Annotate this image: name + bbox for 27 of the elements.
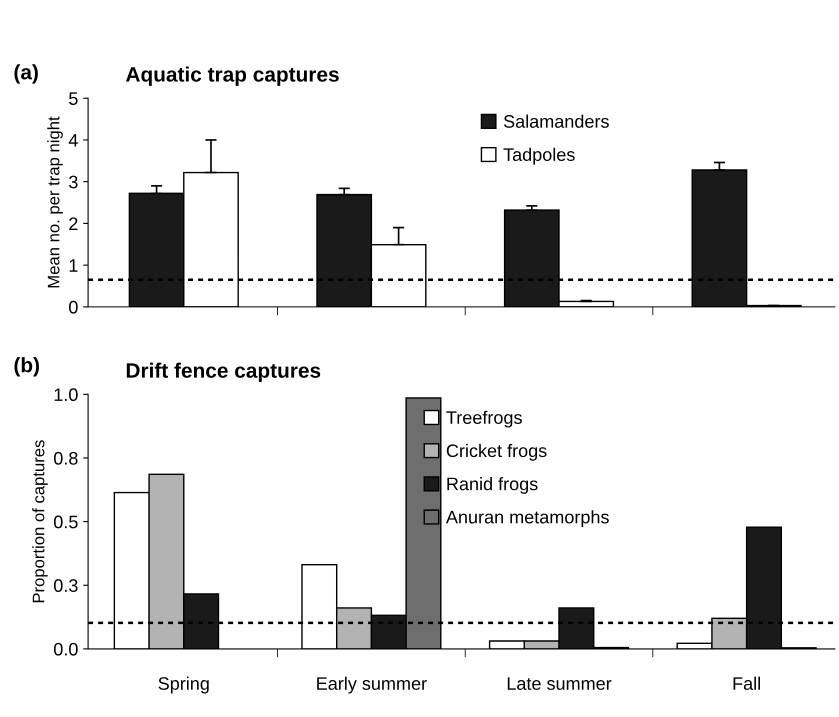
x-tick-label: Spring [158, 676, 209, 694]
y-tick-label: 0.3 [54, 579, 78, 592]
x-tick-label: Early summer [317, 676, 427, 694]
legend-label: Salamanders [504, 114, 609, 128]
y-tick-label: 3 [69, 176, 78, 188]
y-tick-label: 0.8 [54, 452, 78, 465]
chart-title: Aquatic trap captures [126, 66, 339, 86]
text: (a) [14, 64, 38, 84]
y-tick-label: 0.5 [54, 516, 78, 528]
legend-label: Tadpoles [504, 148, 575, 165]
legend-label: Treefrogs [446, 410, 522, 428]
legend-label: Anuran metamorphs [446, 510, 609, 528]
y-tick-label: 2 [69, 217, 78, 230]
y-tick-label: 0 [69, 300, 78, 314]
y-tick-label: 1 [70, 259, 78, 272]
text: (b) [14, 357, 39, 377]
y-axis-title: Mean no. per trap night [47, 116, 63, 288]
x-tick-label: Late summer [508, 677, 612, 690]
y-tick-label: 0.0 [54, 642, 78, 656]
legend-label: Cricket frogs [446, 444, 547, 461]
y-tick-label: 5 [69, 92, 78, 105]
legend-label: Ranid frogs [447, 477, 538, 494]
y-axis-title: Proportion of captures [32, 440, 48, 602]
x-tick-label: Fall [734, 676, 760, 690]
y-tick-label: 4 [68, 134, 78, 146]
chart-title: Drift fence captures [126, 362, 320, 382]
y-tick-label: 1.0 [54, 388, 78, 402]
